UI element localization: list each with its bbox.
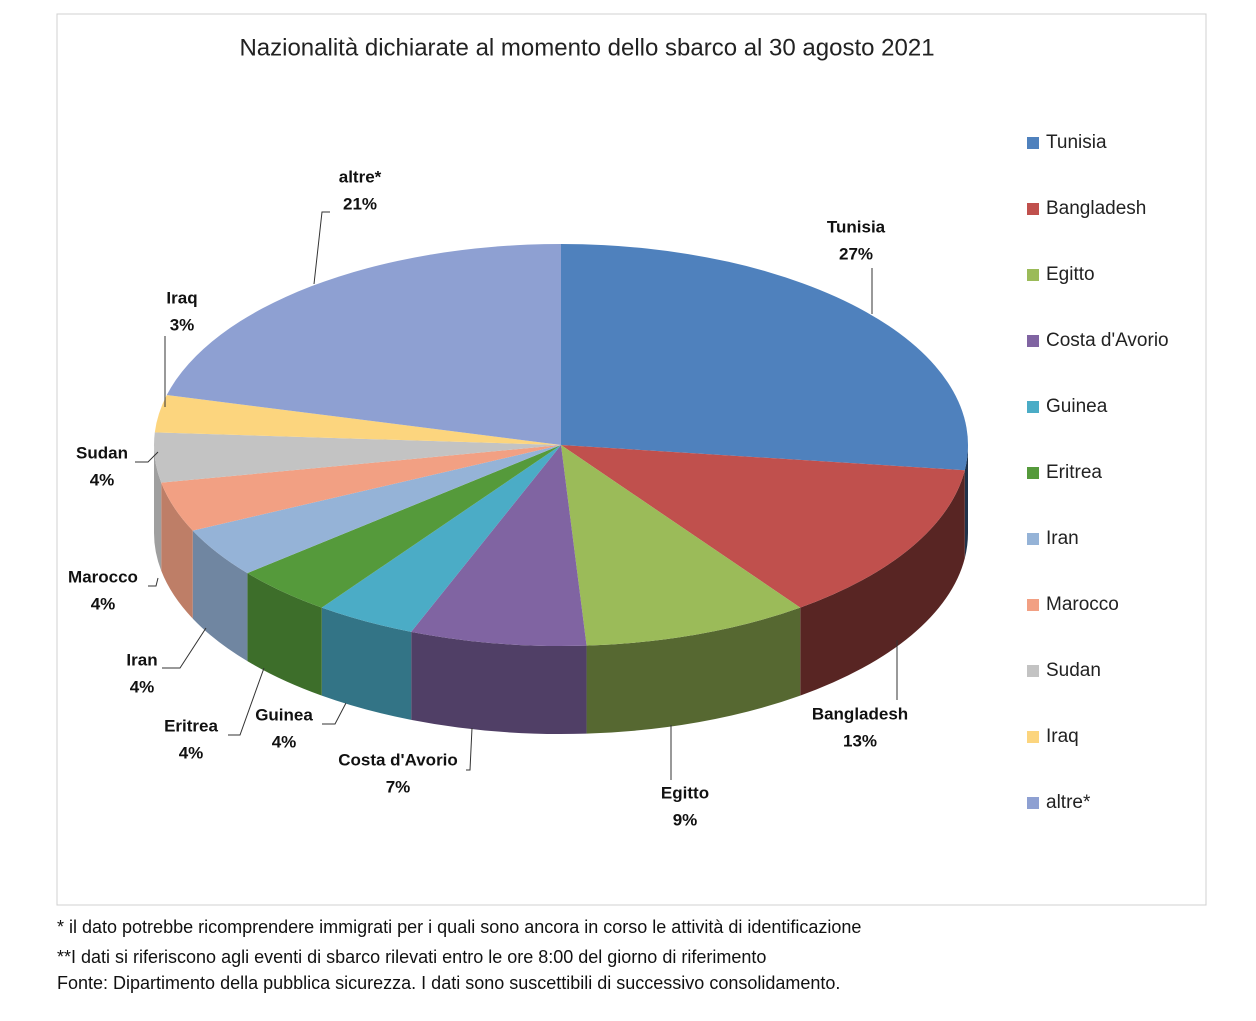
data-label: 4% — [179, 743, 204, 762]
leader-line — [466, 727, 473, 771]
legend-swatch — [1027, 203, 1039, 215]
slice — [561, 445, 801, 646]
slice — [161, 445, 561, 531]
slice — [154, 395, 562, 445]
legend-label: Iraq — [1046, 726, 1079, 747]
data-label-name: Eritrea — [164, 716, 218, 735]
data-label: 4% — [130, 677, 155, 696]
data-label-name: altre* — [339, 167, 382, 186]
pie-walls — [154, 445, 969, 734]
legend-swatch — [1027, 731, 1039, 743]
slice-side — [800, 470, 965, 696]
legend-label: altre* — [1046, 792, 1091, 813]
data-label-name: Costa d'Avorio — [338, 750, 458, 769]
leader-line — [162, 627, 207, 669]
data-label: 13% — [843, 731, 877, 750]
legend-label: Tunisia — [1046, 132, 1107, 153]
legend-label: Costa d'Avorio — [1046, 330, 1169, 351]
data-label-name: Tunisia — [827, 217, 886, 236]
chart-title: Nazionalità dichiarate al momento dello … — [239, 34, 934, 61]
slice-side — [192, 530, 248, 662]
slice-side — [411, 631, 587, 734]
data-label-name: Guinea — [255, 705, 313, 724]
leader-line — [228, 667, 265, 736]
legend-label: Egitto — [1046, 264, 1095, 285]
data-label-name: Bangladesh — [812, 704, 908, 723]
slice-side — [247, 573, 322, 696]
slice — [247, 445, 561, 608]
slice — [166, 244, 561, 445]
legend-swatch — [1027, 797, 1039, 809]
leader-line — [322, 702, 347, 725]
data-label: 9% — [673, 810, 698, 829]
slice — [411, 445, 587, 647]
data-label-name: Marocco — [68, 567, 138, 586]
data-label-name: Iran — [126, 650, 157, 669]
data-label-name: Iraq — [166, 288, 197, 307]
legend-swatch — [1027, 137, 1039, 149]
data-label: 27% — [839, 244, 873, 263]
legend-label: Bangladesh — [1046, 198, 1146, 219]
slice-side — [586, 607, 801, 734]
slice-side — [964, 445, 969, 559]
data-label: 4% — [91, 594, 116, 613]
slice-side — [161, 482, 193, 619]
footnote: Fonte: Dipartimento della pubblica sicur… — [57, 973, 840, 993]
legend-label: Eritrea — [1046, 462, 1102, 483]
legend-swatch — [1027, 269, 1039, 281]
data-label: 3% — [170, 315, 195, 334]
slice — [153, 432, 561, 483]
legend-swatch — [1027, 665, 1039, 677]
legend-label: Sudan — [1046, 660, 1101, 681]
legend-swatch — [1027, 599, 1039, 611]
data-label: 4% — [90, 470, 115, 489]
leader-line — [135, 451, 159, 463]
slice — [561, 244, 968, 471]
pie-tops — [153, 244, 968, 647]
data-label: 7% — [386, 777, 411, 796]
footnote: * il dato potrebbe ricomprendere immigra… — [57, 917, 861, 937]
legend-swatch — [1027, 467, 1039, 479]
legend-label: Marocco — [1046, 594, 1119, 615]
legend-swatch — [1027, 533, 1039, 545]
legend-label: Guinea — [1046, 396, 1108, 417]
data-label: 4% — [272, 732, 297, 751]
data-label-name: Sudan — [76, 443, 128, 462]
footnote: **I dati si riferiscono agli eventi di s… — [57, 947, 766, 967]
leader-line — [148, 577, 159, 587]
slice — [321, 445, 561, 632]
slice — [561, 445, 965, 608]
legend-swatch — [1027, 401, 1039, 413]
slice — [192, 445, 561, 574]
legend-label: Iran — [1046, 528, 1079, 549]
slice-side — [154, 445, 162, 571]
slice-side — [321, 607, 412, 720]
legend-swatch — [1027, 335, 1039, 347]
data-label: 21% — [343, 194, 377, 213]
data-label-name: Egitto — [661, 783, 709, 802]
leader-line — [313, 211, 330, 285]
